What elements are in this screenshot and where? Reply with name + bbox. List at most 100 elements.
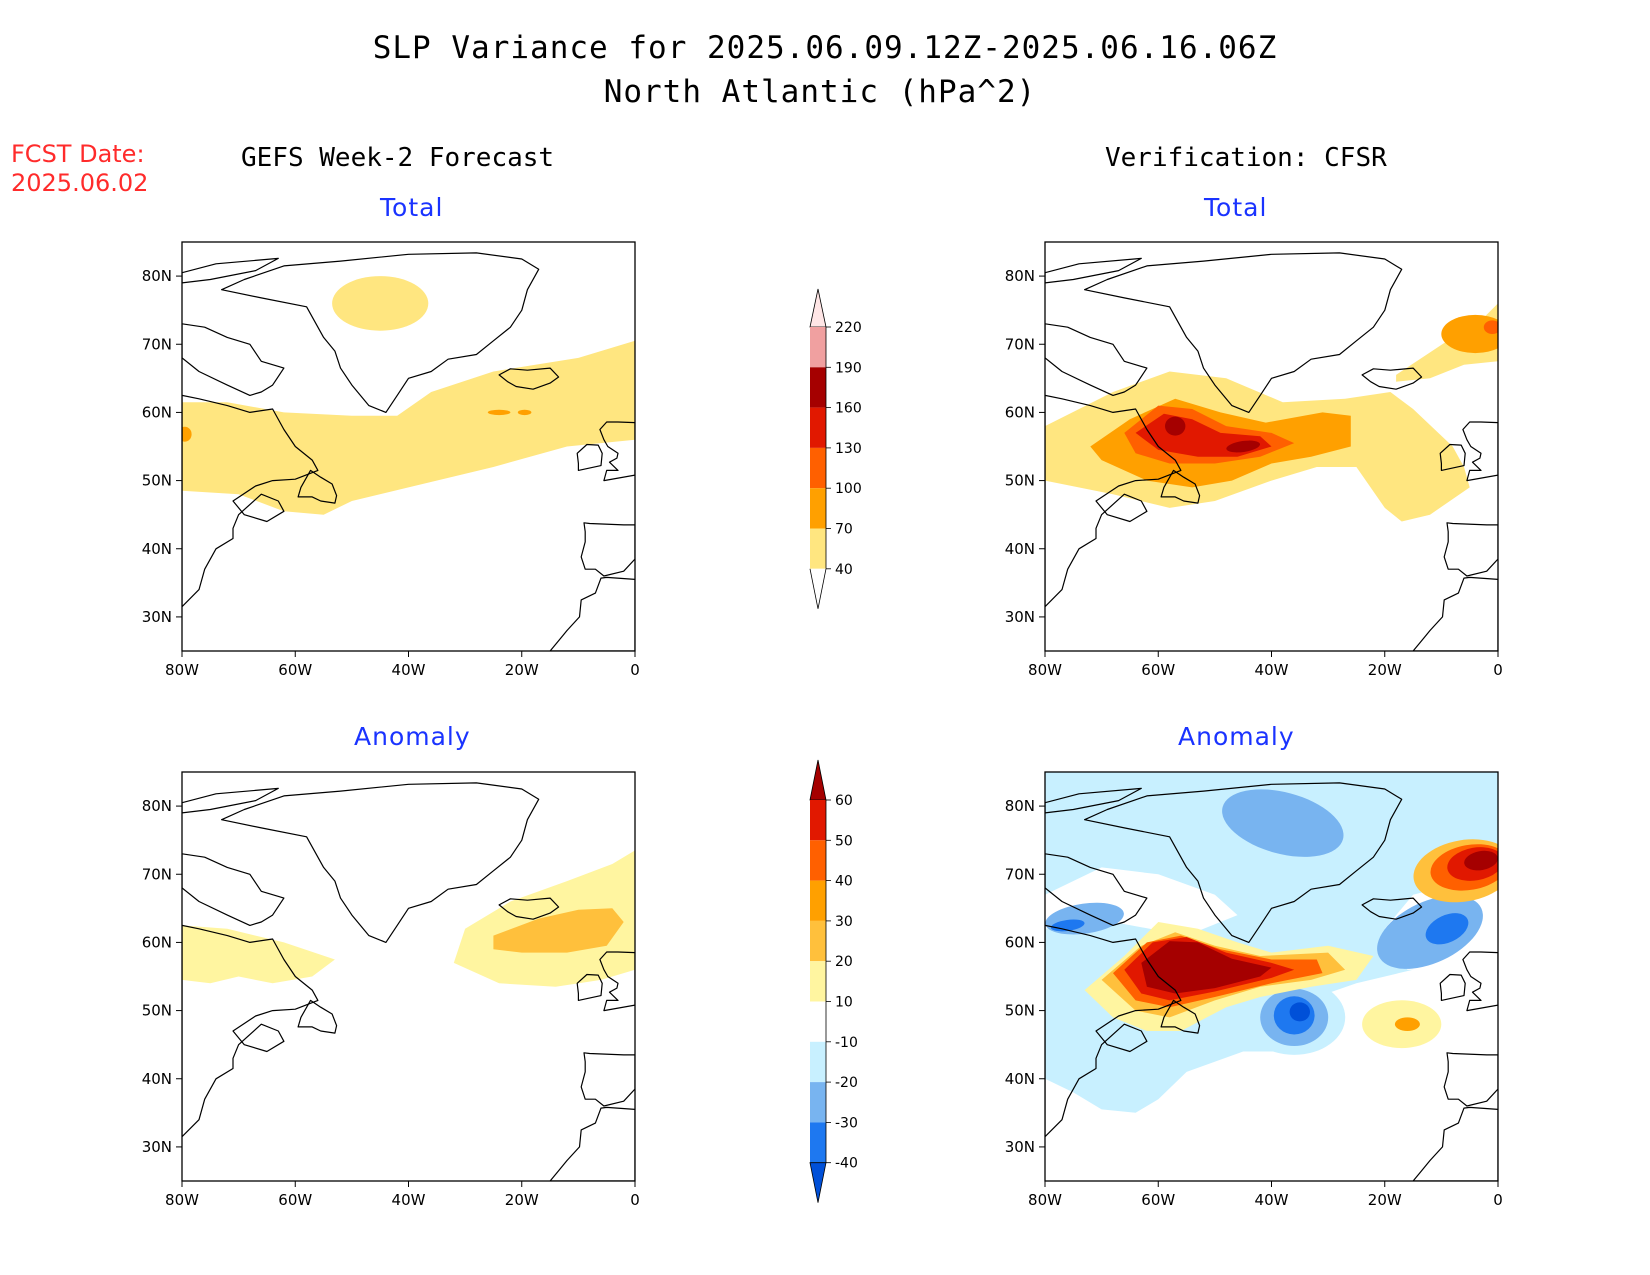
- coastline-ireland: [1439, 443, 1466, 471]
- y-tick-label: 40N: [142, 1070, 172, 1088]
- x-tick-label: 0: [630, 661, 640, 679]
- panel-title-anomaly-forecast: Anomaly: [354, 722, 471, 751]
- coastline-baffin-island: [1045, 323, 1148, 396]
- colorbar-label: 60: [835, 793, 853, 809]
- x-tick-label: 80W: [1028, 1191, 1062, 1209]
- coastline-africa-coast: [549, 1106, 635, 1181]
- coastline-iberia: [1443, 1052, 1498, 1107]
- coastline-ireland: [576, 443, 603, 471]
- colorbar-box: [810, 407, 826, 448]
- coastline-great-britain: [599, 951, 635, 1012]
- colorbar-label: 220: [835, 320, 862, 336]
- colorbar-label: 70: [835, 522, 853, 538]
- field-layer: [1045, 252, 1498, 651]
- coastline-greenland: [221, 252, 540, 413]
- y-tick-label: 70N: [142, 335, 172, 353]
- panel-title-anomaly-verification: Anomaly: [1178, 722, 1295, 751]
- colorbar-label: 10: [835, 995, 853, 1011]
- colorbar-box: [810, 367, 826, 408]
- coastline-great-britain: [1462, 421, 1498, 482]
- contour-160-190: [1226, 440, 1261, 453]
- colorbar-extend-bottom: [809, 568, 827, 609]
- coastline-labrador-coast: [182, 394, 319, 608]
- coastline-newfoundland: [1160, 469, 1201, 504]
- coastline-ireland: [576, 973, 603, 1001]
- contour-70-100: [487, 409, 511, 416]
- panel-gefs-anomaly: 80W 60W 40W 20W 0 30N 40N 50N 60N 70N 80N: [142, 771, 640, 1209]
- y-tick-label: 50N: [142, 1002, 172, 1020]
- coastline-iceland: [498, 897, 560, 920]
- coastline-labrador-coast: [1045, 394, 1182, 608]
- contour-70-100: [182, 426, 192, 442]
- x-tick-label: 0: [1493, 661, 1503, 679]
- colorbar-box: [810, 961, 826, 1002]
- coastline-great-britain: [599, 421, 635, 482]
- coastline-ireland: [1439, 973, 1466, 1001]
- coastline-iberia: [580, 522, 635, 577]
- x-tick-label: 0: [630, 1191, 640, 1209]
- y-tick-label: 50N: [1005, 1002, 1035, 1020]
- colorbar-total: 40 70 100 130 160 190 220: [809, 288, 862, 609]
- coastline-newfoundland: [297, 469, 338, 504]
- colorbar-label: 160: [835, 401, 862, 417]
- coastline-greenland: [1084, 252, 1403, 413]
- title-line1: SLP Variance for 2025.06.09.12Z-2025.06.…: [372, 30, 1278, 66]
- y-tick-label: 40N: [1005, 1070, 1035, 1088]
- colorbar-label: 190: [835, 360, 862, 376]
- coastline-labrador-coast: [1045, 924, 1182, 1138]
- colorbar-box: [810, 880, 826, 921]
- colorbar-label: -30: [835, 1115, 858, 1131]
- coastline-newfoundland: [1160, 999, 1201, 1034]
- y-tick-label: 30N: [142, 608, 172, 626]
- colorbar-label: 130: [835, 441, 862, 457]
- column-title-verification: Verification: CFSR: [1105, 143, 1387, 173]
- column-title-forecast: GEFS Week-2 Forecast: [241, 143, 555, 173]
- coastline-iceland: [1361, 897, 1423, 920]
- colorbar-box: [810, 447, 826, 489]
- x-tick-label: 20W: [1368, 1191, 1402, 1209]
- title-line2: North Atlantic (hPa^2): [603, 74, 1037, 110]
- x-tick-label: 40W: [392, 1191, 426, 1209]
- y-tick-label: 30N: [142, 1138, 172, 1156]
- panel-title-total-forecast: Total: [380, 193, 444, 222]
- fcst-date-value: 2025.06.02: [11, 169, 149, 197]
- x-tick-label: 60W: [278, 661, 312, 679]
- colorbar-box: [810, 1041, 826, 1083]
- field-layer: [1045, 772, 1498, 1181]
- colorbar-extend-top: [809, 288, 827, 328]
- y-tick-label: 70N: [1005, 335, 1035, 353]
- colorbar-box: [810, 920, 826, 962]
- y-tick-label: 50N: [142, 472, 172, 490]
- x-tick-label: 20W: [505, 661, 539, 679]
- x-tick-label: 40W: [392, 661, 426, 679]
- coastline-greenland: [1084, 782, 1403, 943]
- y-tick-label: 50N: [1005, 472, 1035, 490]
- coastline-baffin-island: [1045, 853, 1148, 926]
- colorbar-box: [810, 800, 826, 841]
- contour-70-100: [1441, 314, 1498, 354]
- coastline-iceland: [498, 367, 560, 390]
- coastline-africa-coast: [1412, 576, 1498, 651]
- panel-cfsr-anomaly: 80W 60W 40W 20W 0 30N 40N 50N 60N 70N 80N: [1005, 771, 1503, 1209]
- colorbar-label: 50: [835, 833, 853, 849]
- coastline-labrador-coast: [182, 924, 319, 1138]
- contour-40-70: [182, 340, 635, 515]
- colorbar-box: [810, 1122, 826, 1163]
- x-tick-label: 20W: [1368, 661, 1402, 679]
- colorbar-extend-bottom: [809, 1162, 827, 1203]
- contour-20-30: [493, 908, 624, 953]
- coastline-africa-coast: [549, 576, 635, 651]
- coastline-ellesmere-island: [182, 257, 279, 284]
- x-tick-label: 80W: [1028, 661, 1062, 679]
- y-tick-label: 80N: [142, 797, 172, 815]
- panel-title-total-verification: Total: [1204, 193, 1268, 222]
- x-tick-label: 60W: [1141, 1191, 1175, 1209]
- coastline-ellesmere-island: [1045, 257, 1142, 284]
- colorbar-label: -20: [835, 1075, 858, 1091]
- coastline-africa-coast: [1412, 1106, 1498, 1181]
- contour-gt-60: [1464, 850, 1498, 871]
- y-tick-label: 60N: [1005, 933, 1035, 951]
- coastline-greenland: [221, 782, 540, 943]
- contour-30-40: [1394, 1017, 1420, 1031]
